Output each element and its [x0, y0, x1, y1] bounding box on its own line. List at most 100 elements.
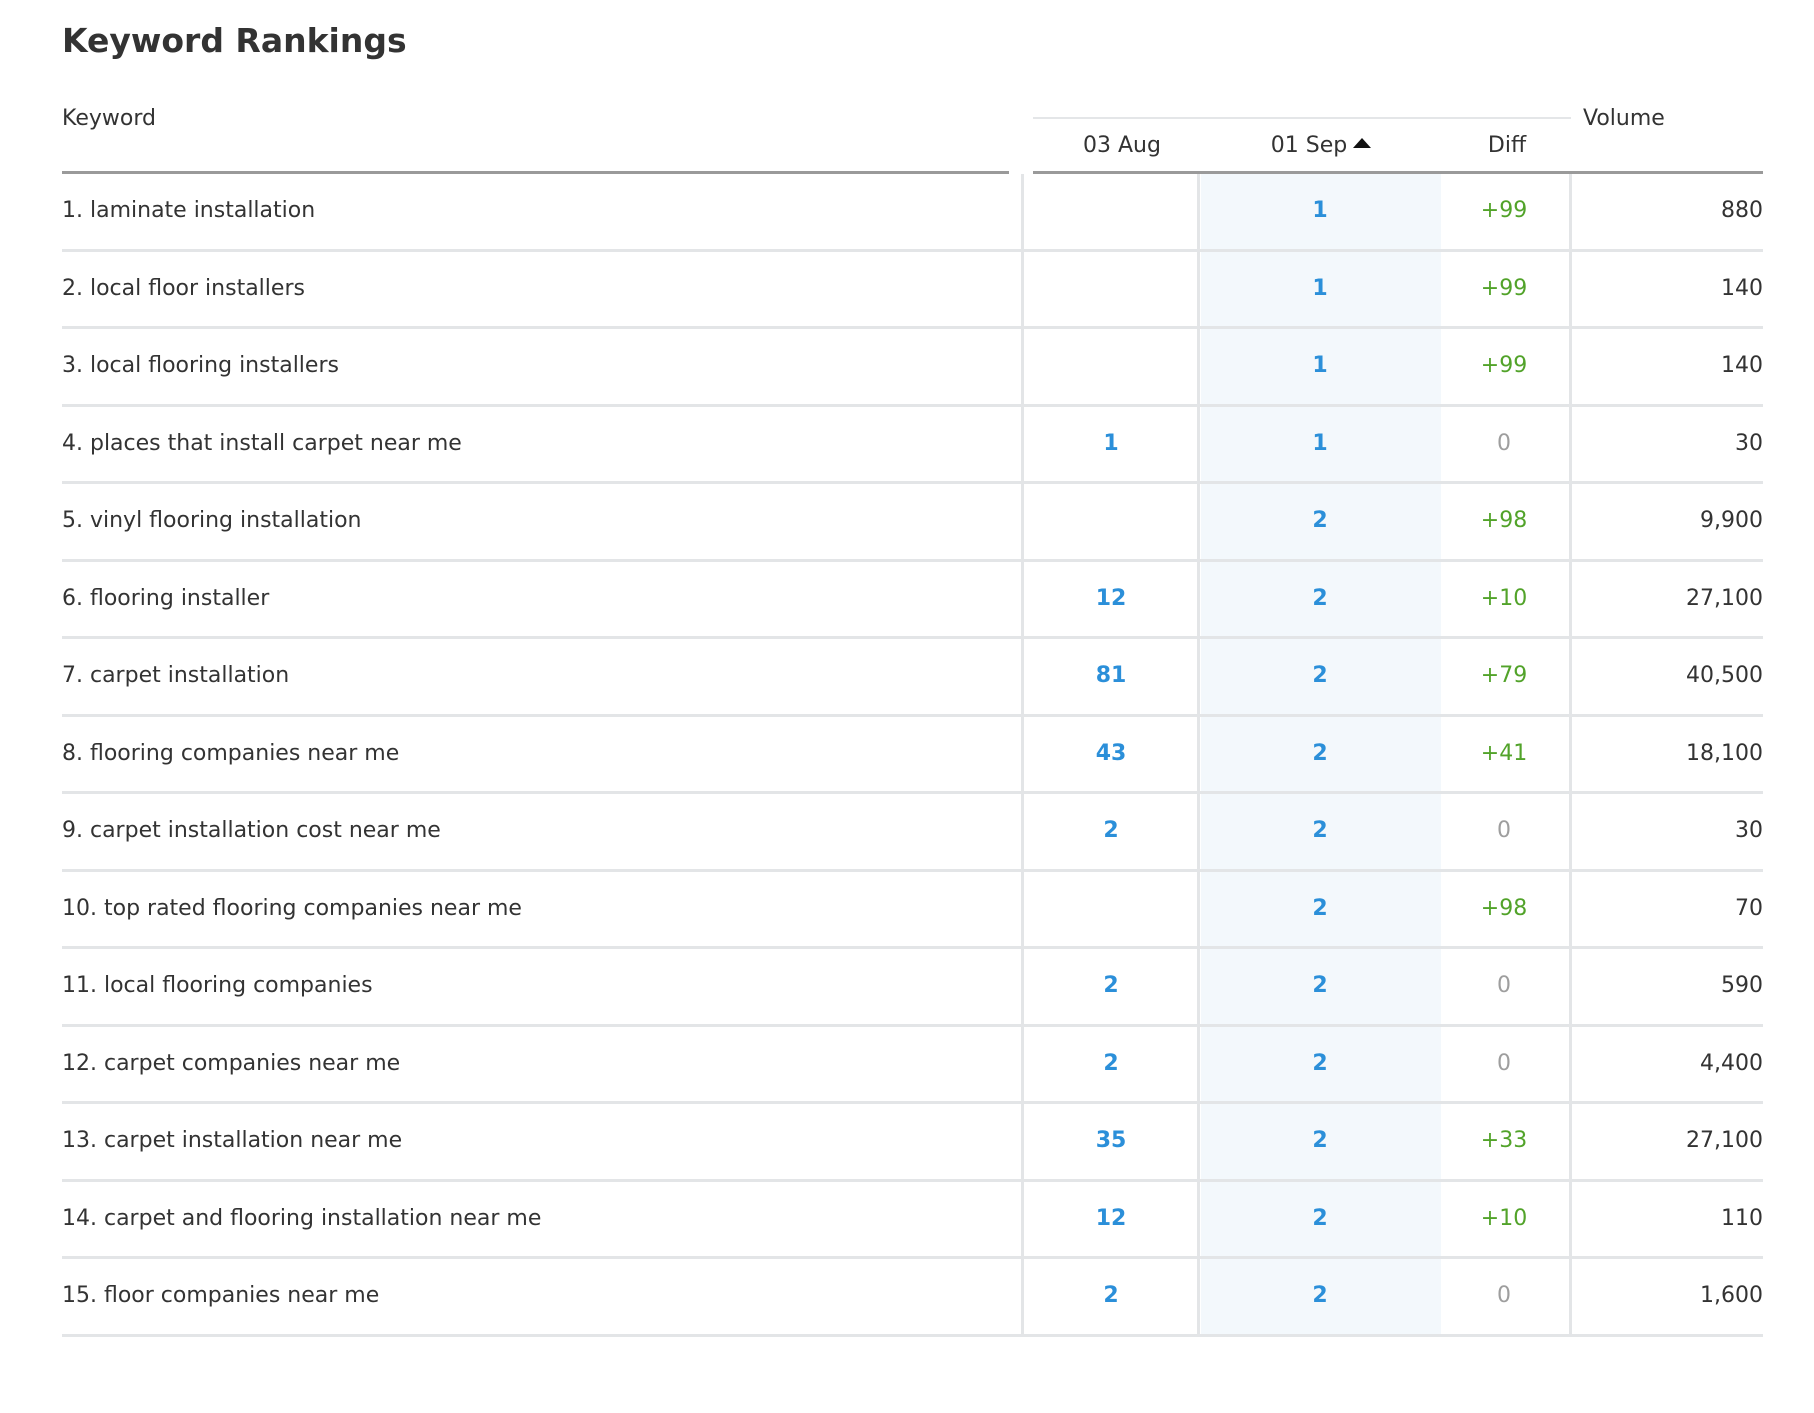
volume-cell: 30 [1735, 430, 1763, 456]
rank-03-aug-cell: 12 [1095, 1205, 1127, 1231]
diff-cell: +10 [1480, 585, 1528, 611]
table-row: 1. laminate installation 1 +99 880 [0, 174, 1814, 252]
diff-cell: +98 [1480, 508, 1528, 533]
keyword-cell[interactable]: 10. top rated flooring companies near me [62, 895, 522, 921]
volume-cell: 40,500 [1686, 663, 1763, 688]
table-row: 11. local flooring companies 2 2 0 590 [0, 949, 1814, 1027]
volume-cell: 30 [1735, 818, 1763, 843]
table-row: 9. carpet installation cost near me 2 2 0 30 [0, 794, 1814, 872]
rank-03-aug-cell: 2 [1103, 818, 1119, 843]
keyword-cell[interactable]: 9. carpet installation cost near me [62, 818, 441, 843]
rank-01-sep-cell: 1 [1312, 198, 1328, 223]
volume-cell: 140 [1721, 275, 1763, 301]
diff-cell: +41 [1480, 740, 1528, 766]
keyword-cell[interactable]: 15. floor companies near me [62, 1283, 380, 1308]
volume-cell: 110 [1721, 1205, 1763, 1231]
diff-cell: +79 [1480, 663, 1528, 688]
rank-03-aug-cell: 35 [1095, 1128, 1127, 1153]
table-row: 6. flooring installer 12 2 +10 27,100 [0, 562, 1814, 640]
volume-cell: 9,900 [1700, 508, 1763, 533]
volume-cell: 1,600 [1700, 1283, 1763, 1308]
rank-01-sep-cell: 2 [1312, 818, 1328, 843]
column-header-01-sep[interactable]: 01 Sep [1201, 132, 1441, 160]
table-row: 8. flooring companies near me 43 2 +41 18,10… [0, 717, 1814, 795]
rank-03-aug-cell: 1 [1103, 430, 1119, 456]
volume-cell: 27,100 [1686, 585, 1763, 611]
volume-cell: 27,100 [1686, 1128, 1763, 1153]
page-title: Keyword Rankings [62, 21, 407, 60]
rank-01-sep-cell: 2 [1312, 508, 1328, 533]
column-header-keyword[interactable]: Keyword [62, 106, 156, 131]
keyword-cell[interactable]: 1. laminate installation [62, 198, 316, 223]
rank-01-sep-cell: 2 [1312, 973, 1328, 998]
column-header-03-aug[interactable]: 03 Aug [1083, 133, 1161, 158]
rank-01-sep-cell: 2 [1312, 740, 1328, 766]
rankings-table-body: 1. laminate installation 1 +99 880 2. local … [0, 174, 1814, 1337]
diff-cell: 0 [1497, 1050, 1511, 1076]
rank-03-aug-cell: 2 [1103, 1283, 1119, 1308]
header-divider [1033, 171, 1763, 174]
rank-01-sep-cell: 2 [1312, 663, 1328, 688]
sorted-column-highlight [1201, 174, 1441, 1336]
column-header-volume[interactable]: Volume [1583, 106, 1665, 131]
rank-01-sep-cell: 2 [1312, 1283, 1328, 1308]
column-divider [1021, 174, 1024, 1336]
table-row: 14. carpet and flooring installation nea… [0, 1182, 1814, 1260]
rank-01-sep-cell: 1 [1312, 275, 1328, 301]
keyword-cell[interactable]: 3. local flooring installers [62, 353, 339, 378]
date-group-divider [1033, 117, 1571, 119]
keyword-cell[interactable]: 8. flooring companies near me [62, 740, 400, 766]
diff-cell: +99 [1480, 275, 1528, 301]
keyword-cell[interactable]: 7. carpet installation [62, 663, 290, 688]
rank-03-aug-cell [1024, 252, 1198, 330]
table-row: 5. vinyl flooring installation 2 +98 9,900 [0, 484, 1814, 562]
volume-cell: 70 [1735, 895, 1763, 921]
column-divider [1569, 174, 1572, 1336]
rank-01-sep-cell: 2 [1312, 1050, 1328, 1076]
rank-03-aug-cell [1024, 872, 1198, 950]
table-row: 15. floor companies near me 2 2 0 1,600 [0, 1259, 1814, 1337]
table-row: 10. top rated flooring companies near me… [0, 872, 1814, 950]
rank-03-aug-cell: 81 [1095, 663, 1127, 688]
table-row: 3. local flooring installers 1 +99 140 [0, 329, 1814, 407]
diff-cell: 0 [1497, 818, 1511, 843]
sort-ascending-icon[interactable] [1353, 138, 1372, 148]
diff-cell: 0 [1497, 973, 1511, 998]
column-header-01-sep-label: 01 Sep [1270, 133, 1348, 158]
table-row: 7. carpet installation 81 2 +79 40,500 [0, 639, 1814, 717]
rank-01-sep-cell: 1 [1312, 353, 1328, 378]
diff-cell: +10 [1480, 1205, 1528, 1231]
diff-cell: +99 [1480, 198, 1528, 223]
table-row: 13. carpet installation near me 35 2 +33 27,… [0, 1104, 1814, 1182]
rank-01-sep-cell: 2 [1312, 1128, 1328, 1153]
table-row: 2. local floor installers 1 +99 140 [0, 252, 1814, 330]
volume-cell: 590 [1721, 973, 1763, 998]
rank-03-aug-cell: 2 [1103, 1050, 1119, 1076]
diff-cell: 0 [1497, 430, 1511, 456]
keyword-cell[interactable]: 14. carpet and flooring installation nea… [62, 1205, 542, 1231]
header-divider [62, 171, 1009, 174]
keyword-cell[interactable]: 13. carpet installation near me [62, 1128, 403, 1153]
column-header-diff[interactable]: Diff [1487, 133, 1527, 158]
rank-03-aug-cell: 12 [1095, 585, 1127, 611]
rank-01-sep-cell: 2 [1312, 1205, 1328, 1231]
diff-cell: +99 [1480, 353, 1528, 378]
rank-03-aug-cell: 2 [1103, 973, 1119, 998]
keyword-cell[interactable]: 2. local floor installers [62, 275, 305, 301]
rank-03-aug-cell [1024, 174, 1198, 252]
keyword-cell[interactable]: 11. local flooring companies [62, 973, 373, 998]
column-divider [1197, 174, 1200, 1336]
volume-cell: 880 [1721, 198, 1763, 223]
keyword-cell[interactable]: 6. flooring installer [62, 585, 270, 611]
rank-03-aug-cell: 43 [1095, 740, 1127, 766]
keyword-cell[interactable]: 12. carpet companies near me [62, 1050, 401, 1076]
diff-cell: 0 [1497, 1283, 1511, 1308]
volume-cell: 4,400 [1700, 1050, 1763, 1076]
table-row: 4. places that install carpet near me 1 1 0… [0, 407, 1814, 485]
volume-cell: 140 [1721, 353, 1763, 378]
rank-03-aug-cell [1024, 484, 1198, 562]
keyword-cell[interactable]: 5. vinyl flooring installation [62, 508, 362, 533]
keyword-cell[interactable]: 4. places that install carpet near me [62, 430, 462, 456]
volume-cell: 18,100 [1686, 740, 1763, 766]
table-row: 12. carpet companies near me 2 2 0 4,400 [0, 1027, 1814, 1105]
